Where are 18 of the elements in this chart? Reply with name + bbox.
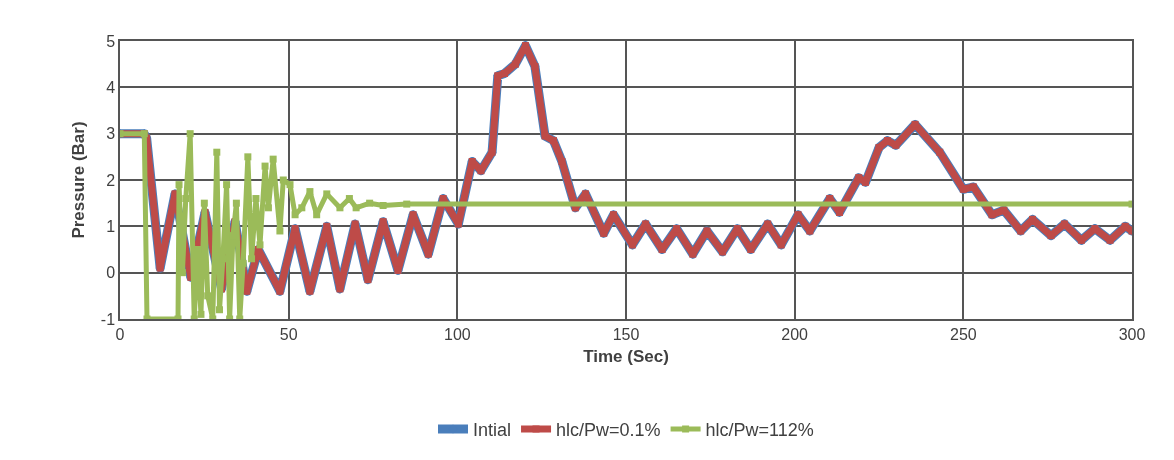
legend-label: hlc/Pw=112% — [705, 419, 814, 440]
y-tick-label: 5 — [106, 32, 116, 50]
x-tick-label: 300 — [1118, 325, 1146, 343]
x-tick-label: 150 — [612, 325, 640, 343]
y-tick-label: -1 — [100, 310, 116, 328]
x-tick-label: 250 — [949, 325, 977, 343]
y-tick-label: 3 — [106, 125, 116, 143]
y-axis-title: Pressure (Bar) — [68, 121, 88, 239]
y-tick-label: 0 — [106, 264, 116, 282]
legend-label: hlc/Pw=0.1% — [556, 419, 661, 440]
y-tick-label: 2 — [106, 171, 116, 189]
x-tick-label: 50 — [279, 325, 298, 343]
legend-label: Intial — [473, 419, 512, 440]
y-tick-label: 4 — [106, 78, 116, 96]
x-tick-label: 200 — [781, 325, 809, 343]
x-tick-label: 100 — [443, 325, 471, 343]
x-axis-title: Time (Sec) — [583, 346, 669, 366]
y-tick-label: 1 — [106, 217, 116, 235]
